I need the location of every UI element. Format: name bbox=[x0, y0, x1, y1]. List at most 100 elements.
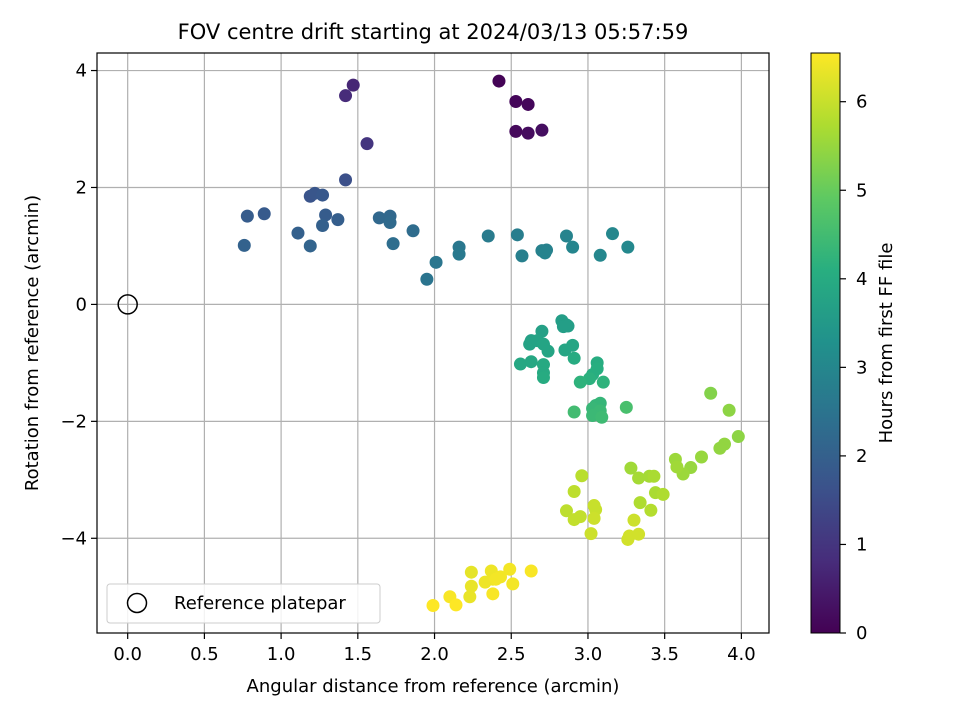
scatter-point bbox=[240, 209, 254, 223]
reference-marker bbox=[117, 294, 138, 315]
colorbar-tick-label: 1 bbox=[856, 534, 867, 555]
scatter-point bbox=[704, 386, 718, 400]
colorbar-tick-label: 0 bbox=[856, 623, 867, 644]
scatter-point bbox=[524, 355, 538, 369]
y-tick-label: 4 bbox=[76, 61, 87, 82]
scatter-point bbox=[509, 95, 523, 109]
scatter-point bbox=[406, 224, 420, 238]
scatter-point bbox=[316, 218, 330, 232]
scatter-point bbox=[606, 227, 620, 241]
scatter-point bbox=[515, 249, 529, 263]
scatter-point bbox=[670, 460, 684, 474]
x-tick-label: 2.5 bbox=[497, 644, 526, 665]
scatter-point bbox=[237, 238, 251, 252]
scatter-point bbox=[559, 504, 573, 518]
scatter-point bbox=[621, 532, 635, 546]
x-tick-label: 2.0 bbox=[420, 644, 449, 665]
y-axis-ticks: −4 −2 0 2 4 bbox=[60, 61, 97, 549]
colorbar-tick-label: 4 bbox=[856, 269, 867, 290]
scatter-point bbox=[449, 598, 463, 612]
scatter-point bbox=[346, 78, 360, 92]
colorbar-tick-label: 5 bbox=[856, 180, 867, 201]
x-tick-label: 3.0 bbox=[574, 644, 603, 665]
scatter-point bbox=[644, 503, 658, 517]
legend: Reference platepar bbox=[106, 583, 381, 624]
scatter-point bbox=[339, 89, 353, 103]
colorbar-tick-label: 2 bbox=[856, 446, 867, 467]
scatter-point bbox=[567, 405, 581, 419]
scatter-point bbox=[621, 240, 635, 254]
scatter-point bbox=[647, 469, 661, 483]
scatter-point bbox=[524, 564, 538, 578]
scatter-point bbox=[494, 570, 508, 584]
legend-marker bbox=[126, 592, 148, 614]
scatter-point bbox=[656, 487, 670, 501]
x-tick-label: 3.5 bbox=[650, 644, 679, 665]
scatter-point bbox=[521, 97, 535, 111]
y-axis-label: Rotation from reference (arcmin) bbox=[22, 195, 43, 491]
scatter-point bbox=[713, 441, 727, 455]
scatter-point bbox=[535, 123, 549, 137]
x-tick-label: 0.5 bbox=[190, 644, 219, 665]
y-tick-label: 0 bbox=[76, 294, 87, 315]
scatter-point bbox=[573, 510, 587, 524]
colorbar-tick-label: 3 bbox=[856, 357, 867, 378]
scatter-point bbox=[291, 226, 305, 240]
scatter-point bbox=[303, 239, 317, 253]
scatter-point bbox=[383, 216, 397, 230]
scatter-point bbox=[486, 587, 500, 601]
scatter-point bbox=[559, 229, 573, 243]
scatter-point bbox=[587, 511, 601, 525]
x-axis-label: Angular distance from reference (arcmin) bbox=[247, 676, 620, 697]
scatter-point bbox=[632, 527, 646, 541]
data-points bbox=[237, 74, 745, 613]
scatter-point bbox=[566, 240, 580, 254]
colorbar-ticks: 0 1 2 3 4 5 6 bbox=[840, 92, 867, 644]
colorbar bbox=[810, 52, 841, 634]
scatter-point bbox=[360, 137, 374, 151]
scatter-point bbox=[481, 229, 495, 243]
scatter-point bbox=[513, 357, 527, 371]
y-tick-label: −4 bbox=[60, 528, 87, 549]
scatter-point bbox=[509, 124, 523, 138]
scatter-point bbox=[722, 403, 736, 417]
scatter-point bbox=[595, 410, 609, 424]
scatter-point bbox=[316, 188, 330, 202]
scatter-point bbox=[492, 74, 506, 88]
grid-lines bbox=[97, 53, 769, 633]
scatter-point bbox=[510, 228, 524, 242]
y-tick-label: −2 bbox=[60, 411, 87, 432]
scatter-point bbox=[541, 344, 555, 358]
scatter-point bbox=[503, 562, 517, 576]
scatter-point bbox=[619, 400, 633, 414]
scatter-point bbox=[584, 527, 598, 541]
scatter-point bbox=[567, 351, 581, 365]
scatter-point bbox=[339, 173, 353, 187]
x-tick-label: 0.0 bbox=[113, 644, 142, 665]
plot-frame bbox=[96, 52, 770, 634]
scatter-point bbox=[694, 450, 708, 464]
scatter-point bbox=[731, 430, 745, 444]
scatter-point bbox=[536, 370, 550, 384]
scatter-point bbox=[372, 211, 386, 225]
scatter-point bbox=[596, 375, 610, 389]
scatter-point bbox=[633, 496, 647, 510]
x-axis-ticks: 0.0 0.5 1.0 1.5 2.0 2.5 3.0 3.5 4.0 bbox=[113, 633, 756, 665]
legend-box bbox=[106, 583, 381, 624]
x-tick-label: 4.0 bbox=[727, 644, 756, 665]
scatter-point bbox=[464, 565, 478, 579]
scatter-point bbox=[386, 237, 400, 251]
scatter-point bbox=[632, 471, 646, 485]
scatter-point bbox=[573, 375, 587, 389]
scatter-point bbox=[567, 485, 581, 499]
scatter-point bbox=[426, 599, 440, 613]
scatter-point bbox=[429, 255, 443, 269]
x-tick-label: 1.0 bbox=[267, 644, 296, 665]
x-tick-label: 1.5 bbox=[344, 644, 373, 665]
colorbar-tick-label: 6 bbox=[856, 92, 867, 113]
scatter-point bbox=[319, 208, 333, 222]
scatter-point bbox=[506, 577, 520, 591]
scatter-point bbox=[331, 213, 345, 227]
scatter-point bbox=[463, 590, 477, 604]
